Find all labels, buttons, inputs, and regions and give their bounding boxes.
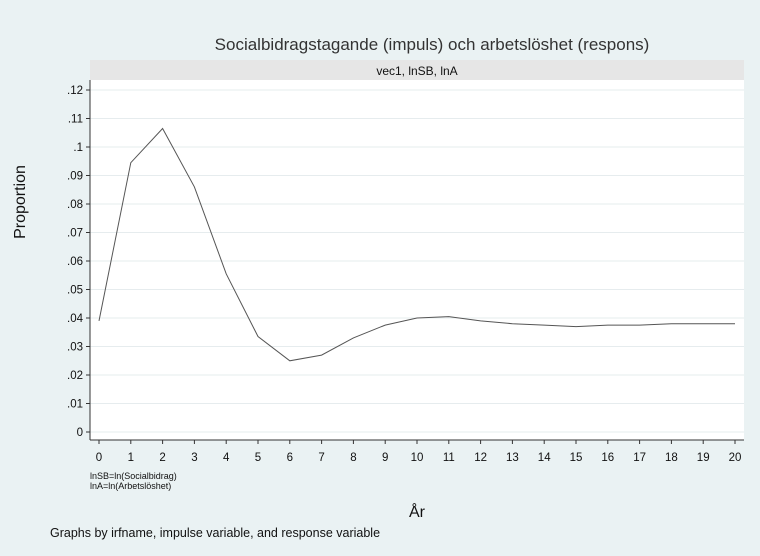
x-tick-label: 16 (601, 452, 614, 464)
x-tick-label: 20 (729, 452, 742, 464)
plot-area (90, 80, 744, 440)
series-group (98, 127, 735, 362)
series-line (98, 127, 735, 362)
y-tick-label: 0 (77, 427, 83, 439)
x-tick-label: 2 (159, 452, 165, 464)
y-tick-labels: 0 .01 .02 .03 .04 .05 .06 .07 .08 .09 .1 .11 .12 (67, 85, 84, 439)
x-tick-label: 5 (255, 452, 261, 464)
y-tick-label: .04 (67, 313, 84, 325)
y-axis-title: Proportion (12, 165, 29, 239)
x-tick-label: 13 (506, 452, 519, 464)
y-tick-label: .08 (67, 199, 83, 211)
x-tick-label: 17 (633, 452, 646, 464)
y-tick-label: .12 (67, 85, 83, 97)
panel-strip (90, 60, 744, 80)
y-tick-label: .03 (67, 342, 83, 354)
y-tick-label: .06 (67, 256, 83, 268)
x-tick-label: 3 (191, 452, 197, 464)
x-axis-title: År (409, 502, 426, 521)
panel-label: vec1, lnSB, lnA (376, 64, 457, 78)
x-tick-label: 14 (538, 452, 551, 464)
y-tick-label: .1 (73, 142, 83, 154)
y-tick-label: .07 (67, 228, 83, 240)
x-tick-label: 8 (350, 452, 356, 464)
x-tick-label: 10 (411, 452, 424, 464)
x-tick-label: 11 (443, 452, 455, 464)
x-tick-label: 18 (665, 452, 678, 464)
x-tick-label: 1 (128, 452, 134, 464)
gridlines (90, 89, 744, 433)
x-tick-label: 9 (382, 452, 388, 464)
y-tick-label: .01 (67, 399, 83, 411)
y-tick-label: .05 (67, 285, 83, 297)
chart-title: Socialbidragstagande (impuls) och arbets… (215, 35, 650, 54)
x-tick-label: 12 (474, 452, 487, 464)
x-tick-label: 4 (223, 452, 230, 464)
x-tick-label: 19 (697, 452, 710, 464)
axes (86, 80, 744, 444)
x-tick-label: 7 (318, 452, 324, 464)
y-tick-label: .09 (67, 171, 83, 183)
note-lnsb: lnSB=ln(Socialbidrag) (90, 471, 177, 481)
x-tick-label: 6 (287, 452, 293, 464)
figure-caption: Graphs by irfname, impulse variable, and… (50, 526, 380, 540)
note-lna: lnA=ln(Arbetslöshet) (90, 481, 171, 491)
x-tick-label: 15 (570, 452, 583, 464)
y-tick-label: .02 (67, 370, 83, 382)
y-tick-label: .11 (68, 114, 83, 126)
x-tick-labels: 0 1 2 3 4 5 6 7 8 9 10 11 12 13 14 15 16 17 18 19 20 (96, 452, 742, 464)
x-tick-label: 0 (96, 452, 102, 464)
